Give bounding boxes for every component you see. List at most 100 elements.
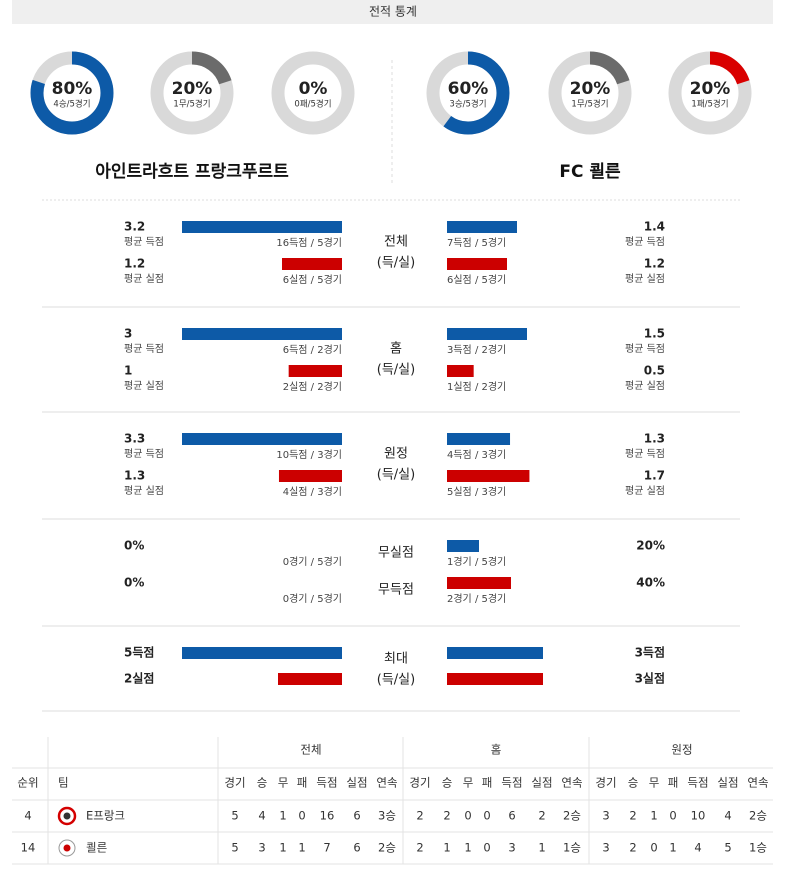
stat-cell: 6	[508, 809, 515, 823]
stat-caption: 평균 득점	[124, 343, 164, 355]
column-header: 연속	[561, 776, 582, 790]
stat-bar	[447, 433, 511, 445]
column-header: 패	[668, 776, 679, 790]
stat-bar	[282, 258, 342, 270]
column-header: 무	[278, 776, 289, 790]
stat-bar	[288, 365, 342, 377]
donut-arc	[150, 51, 234, 135]
column-header: 득점	[501, 776, 522, 790]
stat-value: 5득점	[124, 645, 154, 660]
stat-detail: 5실점 / 3경기	[447, 485, 506, 498]
donut-value: 60%	[448, 79, 489, 99]
column-header: 연속	[376, 776, 397, 790]
column-header: 승	[442, 776, 453, 790]
team: 쾰른	[86, 841, 107, 855]
stat-bar	[182, 328, 342, 340]
team-header: 팀	[58, 776, 69, 790]
stat-bar	[182, 647, 342, 659]
stat-cell: 0	[464, 809, 471, 823]
stat-cell: 0	[298, 809, 305, 823]
stat-cell: 1	[538, 841, 545, 855]
donut-arc	[548, 51, 632, 135]
stat-caption: 평균 득점	[625, 448, 665, 460]
stat-detail: 0경기 / 5경기	[283, 555, 342, 568]
stat-bar	[278, 470, 342, 482]
stat-value: 3실점	[635, 671, 665, 686]
stat-caption: 평균 득점	[625, 236, 665, 248]
donut-track	[271, 51, 355, 135]
stat-value: 0%	[124, 576, 144, 590]
rank-header: 순위	[17, 776, 38, 790]
stat-cell: 1	[650, 809, 657, 823]
column-header: 실점	[346, 776, 367, 790]
column-header: 실점	[717, 776, 738, 790]
section-label: 전체	[384, 235, 408, 250]
stat-bar	[447, 365, 474, 377]
stat-bar	[182, 221, 342, 233]
stat-caption: 평균 실점	[124, 380, 164, 392]
donut-sub: 1무/5경기	[571, 99, 608, 110]
column-header: 무	[463, 776, 474, 790]
stat-cell: 3	[602, 841, 609, 855]
stat-cell: 1승	[563, 841, 581, 855]
stat-value: 1	[124, 364, 132, 378]
stat-value: 0%	[124, 539, 144, 553]
stat-bar	[447, 540, 479, 552]
stat-detail: 2경기 / 5경기	[447, 592, 506, 605]
stat-cell: 5	[231, 809, 238, 823]
stat-cell: 3	[258, 841, 265, 855]
stat-cell: 3	[508, 841, 515, 855]
section-sublabel: (득/실)	[377, 363, 415, 378]
team-logo-inner	[63, 812, 71, 820]
stat-cell: 2	[416, 809, 423, 823]
stat-cell: 6	[353, 841, 360, 855]
column-header: 패	[297, 776, 308, 790]
stat-bar	[447, 470, 530, 482]
donut-sub: 3승/5경기	[449, 99, 486, 110]
stat-caption: 평균 실점	[124, 485, 164, 497]
stat-cell: 16	[320, 809, 335, 823]
donut-arc	[30, 51, 114, 135]
donut-sub: 1패/5경기	[691, 99, 728, 110]
stat-detail: 4실점 / 3경기	[283, 485, 342, 498]
stat-value: 1.3	[124, 469, 145, 483]
section-label: 홈	[390, 342, 402, 357]
stat-cell: 2승	[563, 809, 581, 823]
team-name: 아인트라흐트 프랑크푸르트	[95, 162, 289, 182]
donut-value: 80%	[52, 79, 93, 99]
column-header: 경기	[595, 776, 616, 790]
donut-value: 20%	[172, 79, 213, 99]
stat-bar	[447, 647, 543, 659]
stat-cell: 2	[416, 841, 423, 855]
stat-cell: 1	[298, 841, 305, 855]
donut-arc	[426, 51, 510, 135]
group-header: 전체	[300, 743, 321, 757]
stat-cell: 0	[483, 809, 490, 823]
donut-value: 20%	[690, 79, 731, 99]
stat-bar	[447, 221, 517, 233]
stat-cell: 2승	[378, 841, 396, 855]
stat-detail: 6실점 / 5경기	[447, 273, 506, 286]
stat-detail: 4득점 / 3경기	[447, 448, 506, 461]
stat-cell: 4	[694, 841, 701, 855]
stat-cell: 3	[602, 809, 609, 823]
column-header: 경기	[224, 776, 245, 790]
stat-value: 2실점	[124, 671, 154, 686]
row-label: 무실점	[378, 546, 414, 561]
stat-value: 40%	[636, 576, 665, 590]
stat-value: 3	[124, 327, 132, 341]
stat-detail: 1실점 / 2경기	[447, 380, 506, 393]
stat-cell: 4	[258, 809, 265, 823]
stat-value: 1.7	[644, 469, 665, 483]
stat-cell: 1	[669, 841, 676, 855]
column-header: 경기	[409, 776, 430, 790]
stat-cell: 1승	[749, 841, 767, 855]
column-header: 득점	[687, 776, 708, 790]
section-label: 원정	[384, 447, 408, 462]
stat-caption: 평균 실점	[124, 273, 164, 285]
section-sublabel: (득/실)	[377, 256, 415, 271]
stat-cell: 1	[464, 841, 471, 855]
stat-cell: 0	[669, 809, 676, 823]
stat-bar	[447, 577, 511, 589]
